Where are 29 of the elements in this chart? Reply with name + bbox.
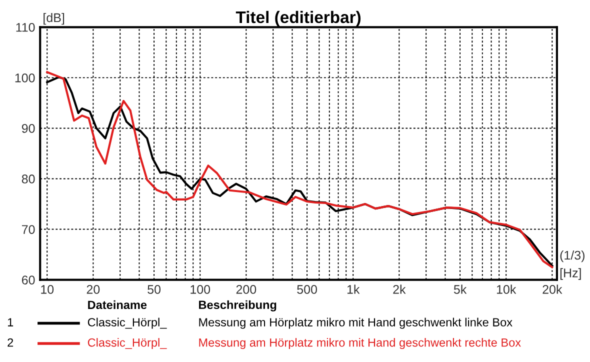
chart-title: Titel (editierbar) [236,10,361,26]
x-tick-label: 10 [41,285,54,294]
x-tick-label: 100 [190,285,210,294]
legend-label: Classic_Hörpl_ [88,318,167,329]
legend-label: Classic_Hörpl_ [88,338,167,350]
x-tick-label: 2k [393,284,406,294]
text: Messung am Hörplatz mikro mit Hand geschwenkt rechte Box [199,338,521,350]
x-tick-label: 1k [347,284,360,294]
x-tick-label: 50 [148,285,161,294]
x-tick-label: 10k [496,284,516,294]
x-tick-label: 20 [86,285,100,294]
x-tick-label: 5k [454,284,467,294]
legend-title: Dateiname [88,300,147,310]
y-tick-label: 100 [15,73,35,82]
y-axis-title: [dB] [44,12,64,25]
y-tick-label: 80 [22,174,35,184]
x-axis-title: [Hz] [560,268,581,280]
text: 1 [8,318,14,326]
x-tick-label: 20k [542,284,562,294]
text: Beschreibung [199,300,276,312]
x-tick-label: 500 [297,285,317,294]
y-tick-label: 60 [22,276,35,284]
y-tick-label: 90 [22,124,35,133]
text: Messung am Hörplatz mikro mit Hand geschwenkt linke Box [199,318,512,329]
y-tick-label: 70 [22,225,35,234]
text: 2 [8,338,14,347]
text: (1/3) [560,250,584,262]
x-tick-label: 200 [236,285,256,294]
y-tick-label: 110 [16,22,35,32]
